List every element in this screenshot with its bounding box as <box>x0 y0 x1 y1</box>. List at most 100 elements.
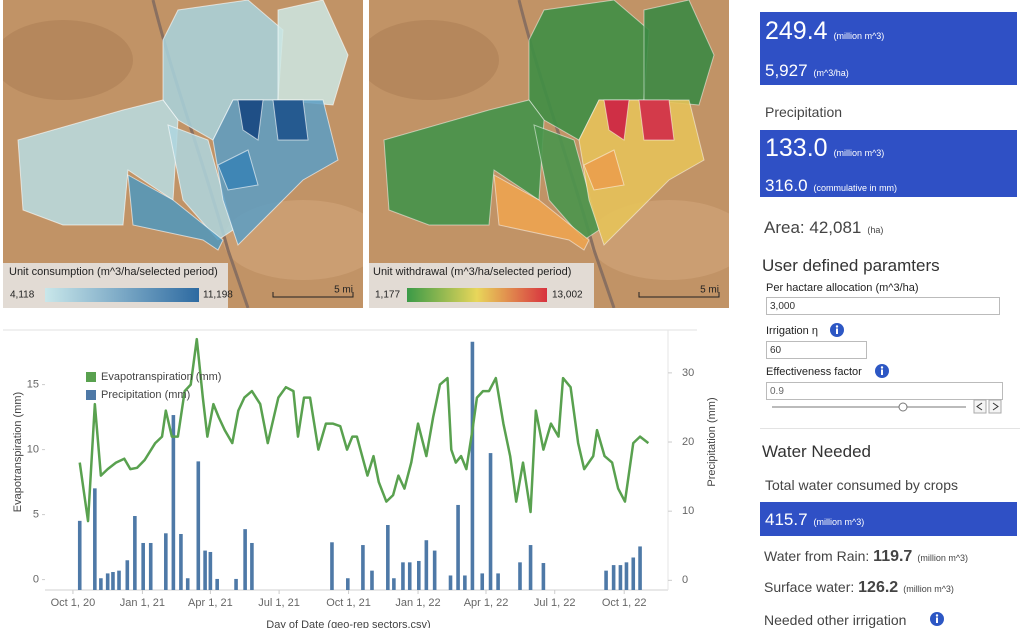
info-icon[interactable] <box>829 322 845 338</box>
field-label: Effectiveness factor <box>766 366 862 378</box>
x-tick-label: Oct 1, 22 <box>602 597 647 609</box>
precip-bar <box>370 570 374 590</box>
x-tick-label: Oct 1, 20 <box>51 597 96 609</box>
et-line <box>78 337 650 523</box>
precip-bar <box>185 578 190 590</box>
regions <box>383 0 715 251</box>
terrain <box>369 20 499 100</box>
info-icon[interactable] <box>874 363 890 379</box>
scale-label: 5 mi <box>334 285 353 296</box>
effectiveness-input[interactable]: 0.9 <box>766 382 1003 400</box>
parameters-title: User defined paramters <box>762 256 940 275</box>
precip-bar <box>171 415 176 590</box>
precip-bar <box>417 560 421 590</box>
legend-swatch <box>86 390 96 400</box>
precip-bar <box>361 545 365 590</box>
precip-bar <box>541 563 546 590</box>
precip-bar <box>133 516 137 590</box>
precip-bar <box>93 488 97 590</box>
legend-max: 11,198 <box>203 290 233 301</box>
precip-bar <box>77 520 82 590</box>
precip-bar <box>111 572 115 590</box>
precip-bar <box>330 542 334 590</box>
area: Area: 42,081 (ha) <box>764 218 883 238</box>
y-tick-label: 15 <box>27 379 39 391</box>
precip-bar <box>448 575 453 590</box>
legend-max: 13,002 <box>552 290 583 301</box>
precip-bar <box>424 540 429 590</box>
legend-gradient <box>407 288 547 302</box>
precip-bar <box>518 562 522 590</box>
kpi-unit: (commulative in mm) <box>813 183 898 193</box>
x-tick-label: Jul 1, 21 <box>258 597 300 609</box>
precip-bar <box>164 533 168 590</box>
y2-tick-label: 30 <box>682 367 694 379</box>
field-label: Per hactare allocation (m^3/ha) <box>766 282 919 294</box>
row-unit: (million m^3) <box>903 584 954 594</box>
time-series-chart: 0 5 10 15 0 10 20 30 Oct 1, 20 Jan 1, 21 Apr 1, 21… <box>3 329 718 628</box>
field-label: Irrigation η <box>766 325 818 337</box>
precip-bar <box>432 550 437 590</box>
precip-bar <box>117 570 121 590</box>
total-kpi: 415.7 (million m^3) <box>760 502 1017 536</box>
scale-bar <box>638 292 720 298</box>
precip-bar <box>203 550 207 590</box>
legend-min: 1,177 <box>375 290 400 301</box>
row-label: Surface water: <box>764 579 855 595</box>
surface-row: Surface water: 126.2 (million m^3) <box>764 579 954 597</box>
precip-bar <box>105 573 110 590</box>
precip-bar <box>125 560 130 590</box>
y2-tick-label: 20 <box>682 436 694 448</box>
x-tick-label: Jan 1, 21 <box>120 597 165 609</box>
y2-tick-label: 0 <box>682 574 688 586</box>
precip-bar <box>480 573 485 590</box>
row-unit: (million m^3) <box>917 553 969 563</box>
legend-title: Unit consumption (m^3/ha/selected period… <box>9 266 218 278</box>
y-tick-label: 5 <box>33 509 39 521</box>
scale-label: 5 mi <box>700 285 719 296</box>
kpi-unit: (m^3/ha) <box>813 68 849 78</box>
x-tick-label: Apr 1, 22 <box>464 597 509 609</box>
row-value: 119.7 <box>873 548 913 565</box>
irrigation-input[interactable]: 60 <box>766 341 867 359</box>
legend-min: 4,118 <box>10 290 35 301</box>
kpi-value: 133.0 <box>765 134 828 162</box>
area-unit: (ha) <box>867 225 884 235</box>
slider[interactable] <box>766 399 1006 415</box>
precip-bar <box>456 504 460 590</box>
kpi-unit: (million m^3) <box>833 31 885 41</box>
precip-bar <box>386 525 390 590</box>
allocation-input[interactable]: 3,000 <box>766 297 1000 315</box>
legend-swatch <box>86 372 96 382</box>
precip-bar <box>624 562 629 590</box>
precipitation-kpi: 133.0 (million m^3) 316.0 (commulative in … <box>760 130 1017 197</box>
legend-gradient <box>45 288 199 302</box>
row-label: Water from Rain: <box>764 548 870 564</box>
precip-bar <box>496 573 500 590</box>
legend-label: Evapotranspiration (mm) <box>101 371 221 383</box>
kpi-value: 316.0 <box>765 176 808 195</box>
x-tick-label: Jul 1, 22 <box>534 597 576 609</box>
area-value: 42,081 <box>809 218 862 237</box>
precip-bar <box>99 578 103 590</box>
consumption-map: Unit consumption (m^3/ha/selected period… <box>3 0 363 308</box>
section-label: Total water consumed by crops <box>765 477 958 493</box>
row-value: 126.2 <box>858 579 899 596</box>
kpi-unit: (million m^3) <box>813 517 865 527</box>
precip-bar <box>196 461 201 590</box>
y2-tick-label: 10 <box>682 505 694 517</box>
precip-bar <box>638 546 642 590</box>
precip-bar <box>243 529 247 590</box>
precip-bar <box>141 542 145 590</box>
consumption-kpi: 249.4 (million m^3) 5,927 (m^3/ha) <box>760 12 1017 85</box>
kpi-value: 5,927 <box>765 61 808 80</box>
precip-bar <box>631 557 636 590</box>
scale-bar <box>272 292 354 298</box>
precip-bar <box>611 565 616 590</box>
legend-label: Precipitation (mm) <box>101 389 190 401</box>
area-label: Area: <box>764 218 805 237</box>
x-tick-label: Apr 1, 21 <box>188 597 233 609</box>
precip-bar <box>604 570 608 590</box>
x-tick-label: Oct 1, 21 <box>326 597 371 609</box>
info-icon[interactable] <box>929 611 945 627</box>
